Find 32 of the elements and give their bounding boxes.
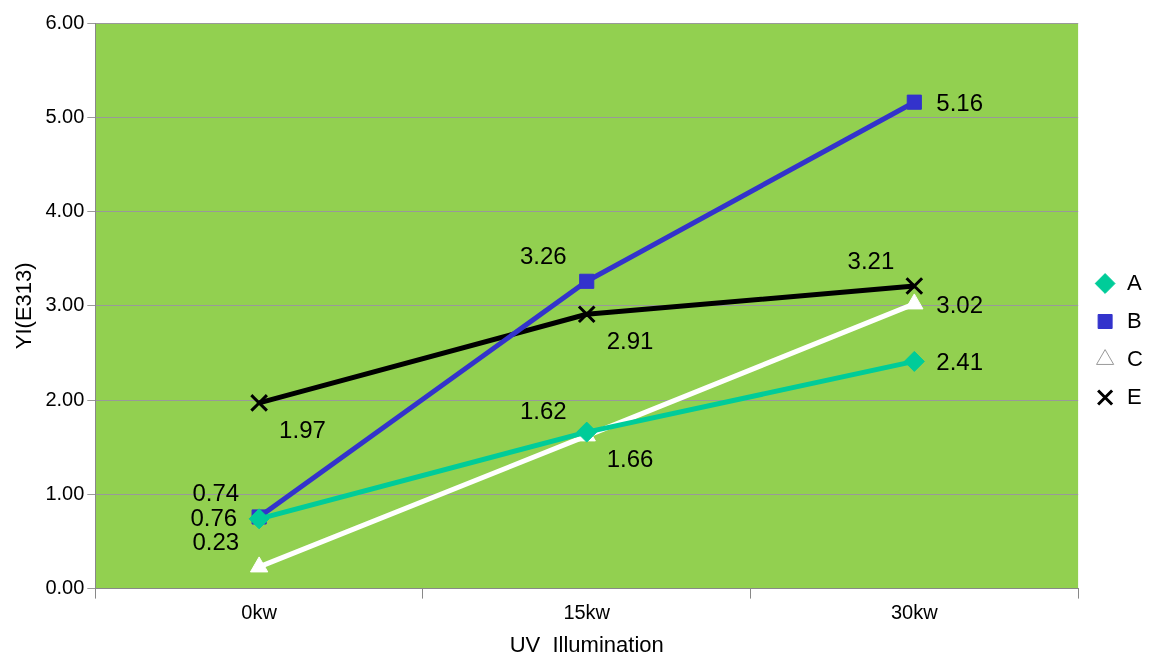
point [906, 94, 922, 110]
x-tick-label: 15kw [563, 601, 611, 624]
x-tick-label: 30kw [890, 601, 939, 624]
legend-label: E [1127, 383, 1142, 409]
data-label: 2.41 [936, 348, 984, 376]
point [905, 276, 924, 296]
point [579, 273, 595, 289]
y-axis-title: YI(E313) [11, 262, 37, 350]
point [577, 305, 596, 324]
legend-label: C [1127, 345, 1144, 371]
data-label: 3.02 [936, 290, 984, 318]
data-label: 5.16 [936, 88, 984, 116]
x-axis-title: UV Illumination [509, 631, 664, 657]
y-tick-label: 1.00 [45, 481, 85, 504]
x-tick-label: 0kw [241, 601, 278, 624]
legend-label: A [1127, 269, 1143, 295]
y-tick-label: 4.00 [45, 199, 85, 222]
point [903, 350, 925, 372]
legend-label: B [1127, 307, 1142, 333]
y-tick-label: 5.00 [45, 104, 85, 127]
data-label: 1.97 [279, 415, 326, 443]
y-tick-label: 2.00 [45, 387, 85, 410]
data-label: 3.21 [847, 246, 895, 274]
y-tick-label: 6.00 [45, 10, 85, 33]
data-label: 2.91 [606, 326, 654, 354]
point [248, 508, 270, 530]
point [249, 393, 269, 413]
y-tick-label: 3.00 [45, 293, 85, 316]
data-label: 3.26 [520, 241, 567, 269]
data-label: 1.62 [520, 396, 567, 424]
y-tick-label: 0.00 [45, 576, 85, 599]
data-label: 1.66 [606, 444, 654, 472]
